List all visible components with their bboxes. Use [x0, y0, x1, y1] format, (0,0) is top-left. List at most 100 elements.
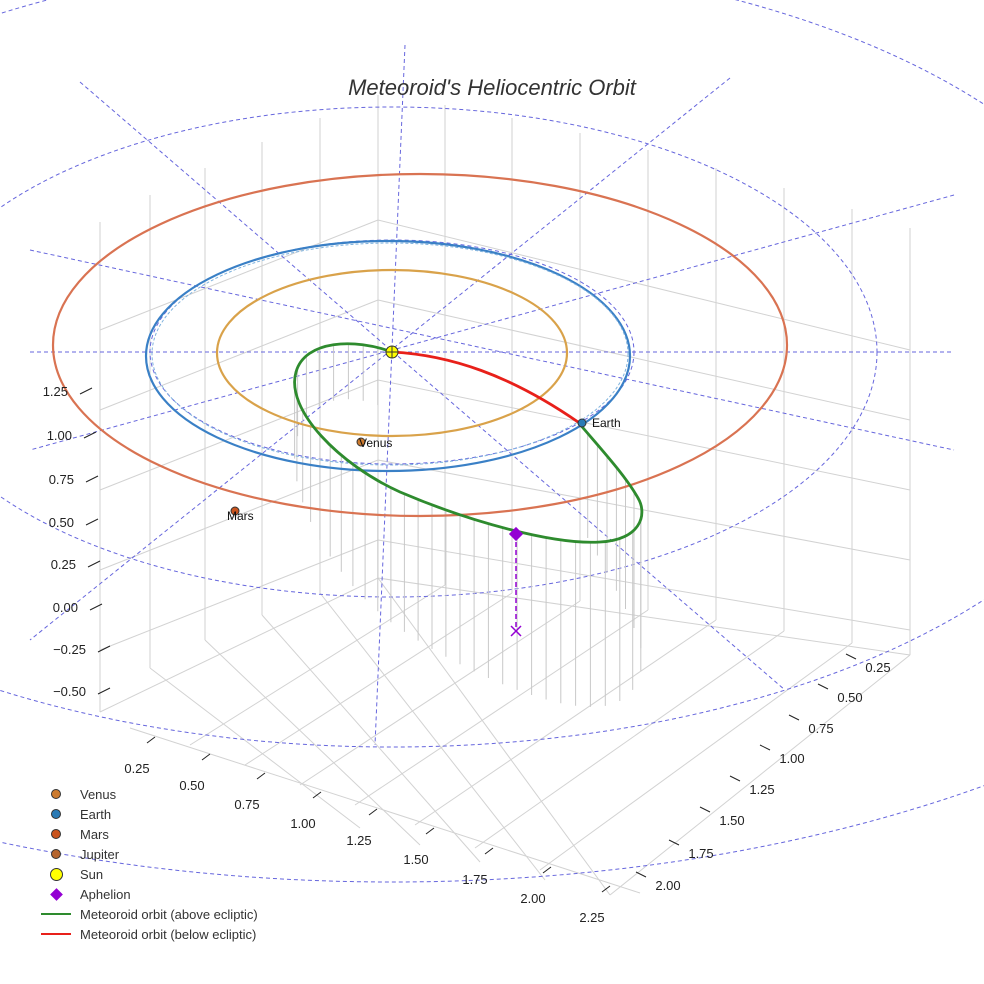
x-axis-tick-label: 0.50: [179, 778, 204, 793]
x-axis-tick-mark: [601, 885, 611, 893]
meteoroid-orbit-below: [391, 350, 579, 424]
z-axis-tick-label: 1.25: [43, 384, 68, 399]
legend: Venus Earth Mars Jupiter Sun Aphelion Meteoroi…: [40, 784, 258, 944]
y-axis-tick-mark: [817, 683, 829, 690]
z-axis-tick-mark: [87, 560, 101, 568]
legend-item: Mars: [40, 824, 258, 844]
y-axis-tick-label: 1.50: [719, 813, 744, 828]
legend-item: Aphelion: [40, 884, 258, 904]
grid-line: [99, 539, 379, 651]
legend-symbol: [40, 884, 72, 904]
legend-symbol: [40, 904, 72, 924]
y-axis-tick-label: 1.75: [688, 846, 713, 861]
venus-marker: [356, 437, 366, 447]
grid-line: [189, 584, 446, 746]
grid-line: [414, 619, 717, 826]
x-axis-tick-mark: [425, 827, 435, 835]
y-axis-tick-label: 2.00: [655, 878, 680, 893]
x-axis-tick-mark: [146, 736, 156, 744]
x-axis-tick-mark: [484, 847, 494, 855]
legend-label: Meteoroid orbit (above ecliptic): [80, 906, 258, 922]
grid-line: [244, 592, 513, 766]
x-axis-tick-label: 2.00: [520, 891, 545, 906]
legend-symbol: [40, 804, 72, 824]
y-axis-tick-label: 0.25: [865, 660, 890, 675]
legend-label: Jupiter: [80, 846, 120, 862]
legend-symbol: [40, 864, 72, 884]
legend-symbol: [40, 824, 72, 844]
y-axis-tick-label: 1.00: [779, 751, 804, 766]
z-axis-tick-mark: [89, 603, 103, 611]
y-axis-tick-label: 1.25: [749, 782, 774, 797]
earth-orbit: [144, 239, 632, 473]
grid-line: [99, 219, 379, 331]
ecliptic-reference-grid: [0, 0, 984, 883]
legend-item: Venus: [40, 784, 258, 804]
mars-label: Mars: [227, 509, 254, 523]
earth-label: Earth: [592, 416, 621, 430]
legend-symbol: [40, 844, 72, 864]
legend-item: Earth: [40, 804, 258, 824]
legend-symbol: [40, 784, 72, 804]
x-axis-tick-label: 1.50: [403, 852, 428, 867]
y-axis-tick-label: 0.75: [808, 721, 833, 736]
grid-line: [377, 299, 911, 421]
z-axis-tick-label: 1.00: [47, 428, 72, 443]
sun-marker: [385, 345, 399, 359]
z-axis-tick-mark: [85, 475, 99, 483]
ref-radial: [29, 77, 731, 641]
grid-line: [377, 219, 911, 351]
grid-line: [99, 299, 379, 411]
y-axis-tick-mark: [668, 839, 680, 846]
grid-line: [319, 592, 546, 881]
aphelion-projection-marker: [510, 625, 522, 637]
z-axis-tick-mark: [83, 431, 97, 439]
y-axis-tick-mark: [759, 744, 771, 751]
legend-symbol: [40, 924, 72, 944]
grid-line: [129, 727, 641, 894]
grid-line: [377, 379, 911, 491]
z-axis-tick-label: −0.50: [53, 684, 86, 699]
y-axis-tick-label: 0.50: [837, 690, 862, 705]
ref-radial: [29, 194, 955, 451]
x-axis-tick-mark: [201, 753, 211, 761]
legend-item: Meteoroid orbit (below ecliptic): [40, 924, 258, 944]
legend-item: Meteoroid orbit (above ecliptic): [40, 904, 258, 924]
y-axis-tick-mark: [845, 653, 857, 660]
grid-line: [204, 639, 421, 846]
earth-orbit-band: [151, 242, 629, 466]
x-axis-tick-label: 2.25: [579, 910, 604, 925]
orbit-drop-lines: [294, 343, 642, 707]
x-axis-tick-mark: [368, 808, 378, 816]
ref-radial: [29, 249, 955, 451]
grid-line: [299, 600, 581, 786]
aphelion-marker: [508, 526, 524, 542]
ref-circle: [0, 785, 984, 883]
grid-line: [539, 642, 853, 871]
mars-marker: [230, 506, 240, 516]
legend-label: Venus: [80, 786, 117, 802]
grid-line: [377, 459, 911, 561]
x-axis-tick-label: 0.25: [124, 761, 149, 776]
z-axis-tick-mark: [79, 387, 93, 395]
mars-orbit: [51, 172, 789, 518]
x-axis-tick-mark: [542, 866, 552, 874]
y-axis-tick-mark: [699, 806, 711, 813]
x-axis-tick-label: 1.75: [462, 872, 487, 887]
x-axis-tick-mark: [312, 791, 322, 799]
legend-label: Earth: [80, 806, 112, 822]
z-axis-tick-mark: [97, 687, 111, 695]
z-axis-tick-label: 0.75: [49, 472, 74, 487]
z-axis-tick-mark: [85, 518, 99, 526]
box-grid: [99, 95, 911, 896]
y-axis-tick-mark: [635, 871, 647, 878]
x-axis-tick-label: 1.25: [346, 833, 371, 848]
z-axis-tick-label: 0.25: [51, 557, 76, 572]
y-axis-tick-mark: [788, 714, 800, 721]
earth-marker: [577, 418, 587, 428]
legend-label: Meteoroid orbit (below ecliptic): [80, 926, 257, 942]
z-axis-tick-mark: [97, 645, 111, 653]
y-axis-tick-mark: [729, 775, 741, 782]
ref-radial: [79, 81, 786, 691]
